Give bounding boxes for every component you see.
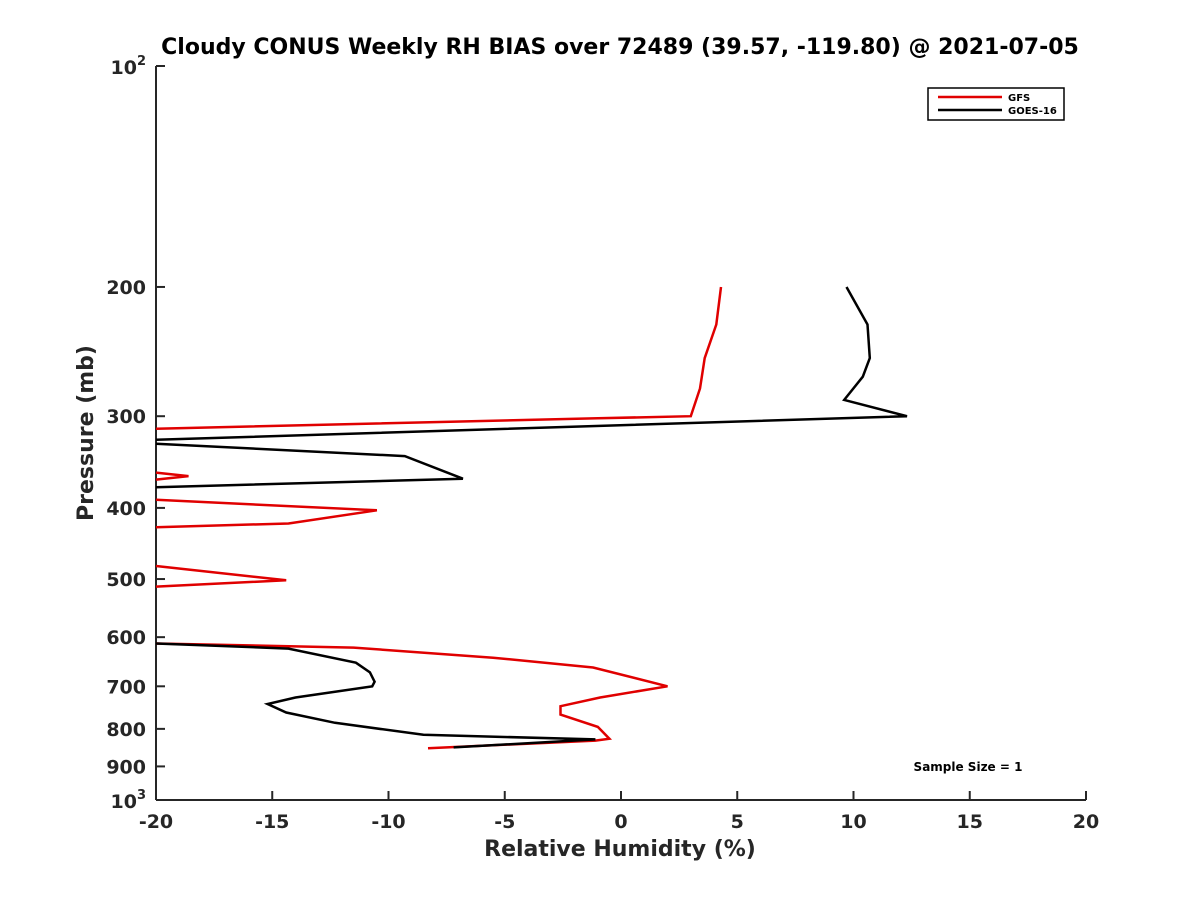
x-tick-label: -20 xyxy=(139,811,173,833)
y-decade-label: 103 xyxy=(111,788,147,813)
y-decade-label: 102 xyxy=(111,54,147,79)
x-tick-label: 10 xyxy=(840,811,866,833)
y-tick-label: 900 xyxy=(106,756,146,778)
y-axis-title: Pressure (mb) xyxy=(74,345,99,521)
legend-gfs-label: GFS xyxy=(1008,93,1030,104)
x-axis-title: Relative Humidity (%) xyxy=(484,837,756,862)
series-line-goes-16 xyxy=(155,286,908,749)
y-tick-label: 800 xyxy=(106,719,146,741)
x-tick-label: -15 xyxy=(255,811,289,833)
y-tick-label: 400 xyxy=(106,498,146,520)
sample-size-annotation: Sample Size = 1 xyxy=(914,760,1023,774)
y-tick-label: 700 xyxy=(106,676,146,698)
y-tick-label: 300 xyxy=(106,406,146,428)
x-tick-label: -10 xyxy=(371,811,405,833)
x-tick-label: -5 xyxy=(494,811,515,833)
x-tick-label: 20 xyxy=(1073,811,1099,833)
legend-box xyxy=(927,87,1065,121)
legend: GFS GOES-16 xyxy=(927,87,1065,121)
y-tick-label: 500 xyxy=(106,569,146,591)
x-tick-label: 15 xyxy=(957,811,983,833)
series-line-gfs xyxy=(155,286,723,750)
chart-title: Cloudy CONUS Weekly RH BIAS over 72489 (… xyxy=(161,35,1079,60)
legend-goes16-label: GOES-16 xyxy=(1008,106,1057,117)
x-tick-label: 5 xyxy=(731,811,744,833)
series-layer xyxy=(155,286,908,750)
y-ticks: 200 300 400 500 600 700 800 900 102 103 xyxy=(106,54,165,813)
y-tick-label: 600 xyxy=(106,627,146,649)
y-tick-label: 200 xyxy=(106,277,146,299)
x-ticks: -20 -15 -10 -5 0 5 10 15 20 xyxy=(139,791,1099,833)
x-tick-label: 0 xyxy=(614,811,627,833)
